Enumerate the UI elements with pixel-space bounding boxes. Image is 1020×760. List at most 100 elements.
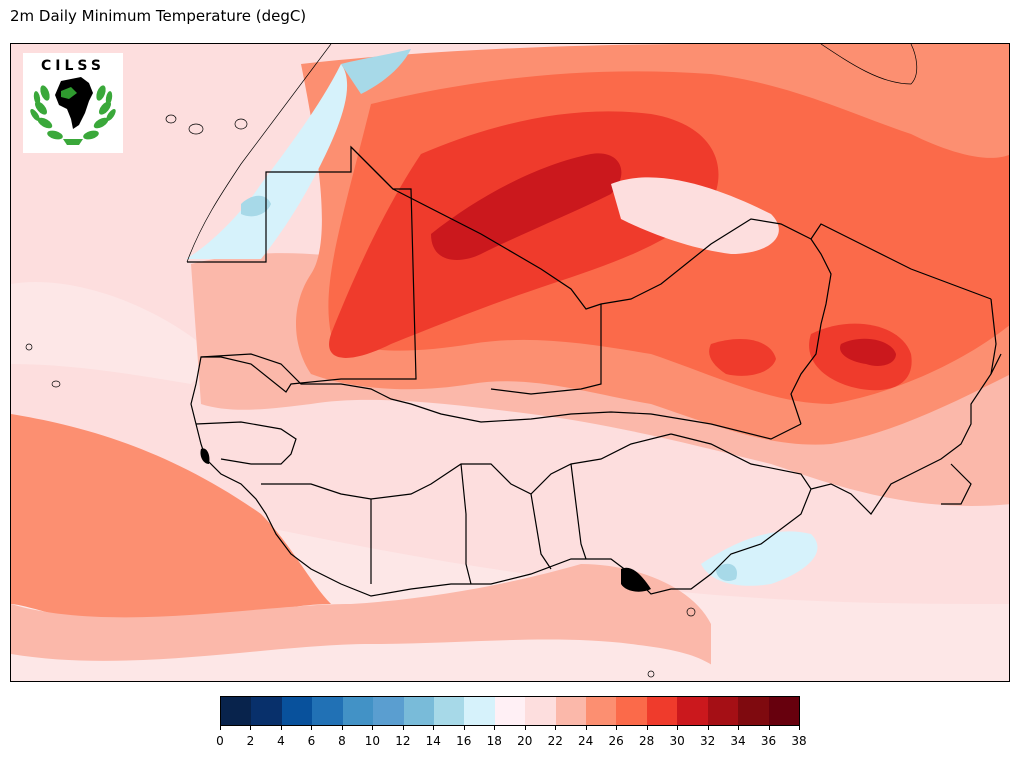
map-contour-gulf-light — [11, 639, 730, 681]
border-benin — [570, 463, 587, 560]
colorbar-tick-label: 20 — [517, 734, 533, 748]
border-east — [990, 298, 997, 375]
colorbar-cell — [373, 697, 404, 725]
colorbar-tick — [220, 726, 221, 730]
colorbar — [220, 696, 800, 726]
colorbar-cell — [494, 697, 526, 725]
border-nigeria-north — [670, 433, 812, 490]
colorbar-tick — [768, 726, 770, 730]
colorbar-tick — [616, 726, 618, 730]
colorbar-tick-label: 30 — [669, 734, 685, 748]
colorbar-cell — [738, 697, 769, 725]
colorbar-cell — [342, 697, 374, 725]
colorbar-tick-label: 26 — [608, 734, 624, 748]
colorbar-tick — [494, 726, 496, 730]
map-contour-cooler-north — [341, 49, 411, 94]
colorbar-tick-label: 36 — [760, 734, 777, 748]
colorbar-tick — [433, 726, 435, 730]
colorbar-cell — [221, 697, 252, 725]
island-capeverde-1 — [25, 343, 33, 351]
coast-northwest — [186, 44, 332, 263]
colorbar-tick-label: 32 — [699, 734, 716, 748]
colorbar-tick-label: 8 — [338, 734, 346, 748]
colorbar-cell — [555, 697, 587, 725]
colorbar-cell — [646, 697, 678, 725]
colorbar-tick-label: 28 — [638, 734, 655, 748]
island-canary-1 — [165, 114, 177, 124]
cilss-logo-graphic: CILSS — [30, 58, 116, 145]
coastline-borders — [187, 145, 1002, 597]
temperature-map — [11, 44, 1009, 681]
island-canary-3 — [234, 118, 248, 130]
colorbar-tick — [372, 726, 374, 730]
colorbar-cell — [677, 697, 708, 725]
colorbar-tick — [646, 726, 648, 730]
map-contour-cooler-cameroon — [716, 563, 737, 581]
colorbar-tick — [402, 726, 404, 730]
border-chad-south — [941, 463, 972, 505]
border-ghana — [460, 463, 472, 585]
border-togo — [530, 493, 552, 570]
border-algeria — [350, 146, 992, 310]
thin-coastlines — [25, 44, 918, 678]
map-contour-plateau — [611, 177, 779, 254]
border-gambia — [195, 421, 297, 465]
colorbar-cell — [251, 697, 282, 725]
colorbar-tick — [524, 726, 526, 730]
cilss-logo: CILSS — [23, 53, 123, 153]
map-contour-hot-niger — [709, 339, 776, 376]
colorbar-tick — [280, 726, 282, 730]
colorbar-tick-label: 12 — [395, 734, 411, 748]
africa-region-icon — [61, 87, 77, 99]
africa-icon — [55, 77, 93, 129]
colorbar-tick — [677, 726, 679, 730]
colorbar-tick-label: 34 — [730, 734, 746, 748]
colorbar-tick — [707, 726, 709, 730]
colorbar-cell — [433, 697, 465, 725]
map-contour-warm-ocean — [11, 414, 331, 630]
colorbar-tick — [463, 726, 465, 730]
laurel-left-icon — [30, 85, 63, 140]
map-contour-ocean-north — [11, 282, 206, 384]
border-sahel — [200, 353, 802, 440]
island-canary-2 — [188, 123, 204, 135]
colorbar-tick-label: 2 — [246, 734, 255, 748]
colorbar-tick-label: 18 — [486, 734, 502, 748]
colorbar-cell — [281, 697, 313, 725]
niger-delta-mark — [621, 567, 651, 592]
laurel-right-icon — [83, 85, 116, 140]
map-panel: CILSS — [10, 43, 1010, 682]
colorbar-cell — [312, 697, 343, 725]
colorbar-tick — [555, 726, 557, 730]
island-capeverde-2 — [51, 380, 61, 388]
ribbon-icon — [63, 139, 83, 145]
logo-text: CILSS — [41, 58, 105, 74]
colorbar-cell — [768, 697, 800, 725]
chart-title: 2m Daily Minimum Temperature (degC) — [10, 7, 307, 25]
colorbar-tick-label: 38 — [791, 734, 807, 748]
colorbar-cell — [403, 697, 434, 725]
colorbar-cell — [586, 697, 617, 725]
colorbar-cell — [464, 697, 495, 725]
island-saotome — [647, 670, 655, 678]
colorbar-tick-label: 24 — [578, 734, 594, 748]
colorbar-tick — [738, 726, 740, 730]
colorbar-cell — [616, 697, 647, 725]
colorbar-tick-label: 10 — [364, 734, 380, 748]
coast-mediterranean — [820, 44, 918, 85]
map-contour-cooler-coast — [241, 195, 271, 217]
colorbar-ticks: 0 2 4 6 8 10 12 14 16 18 20 22 24 26 28 30 32 34 36 38 — [216, 726, 807, 756]
colorbar-tick — [341, 726, 343, 730]
colorbar-tick-label: 0 — [216, 734, 224, 748]
colorbar-tick — [799, 726, 800, 730]
colorbar-cell — [707, 697, 739, 725]
guinea-bissau-islands — [200, 448, 210, 464]
map-contour-hottest-east — [840, 338, 896, 366]
colorbar-tick-label: 4 — [277, 734, 285, 748]
border-mali-niger — [490, 304, 602, 395]
border-niger-chad — [790, 238, 832, 425]
colorbar-cell — [525, 697, 556, 725]
colorbar-tick-label: 16 — [456, 734, 472, 748]
colorbar-tick-label: 22 — [547, 734, 563, 748]
island-bioko — [686, 607, 696, 617]
